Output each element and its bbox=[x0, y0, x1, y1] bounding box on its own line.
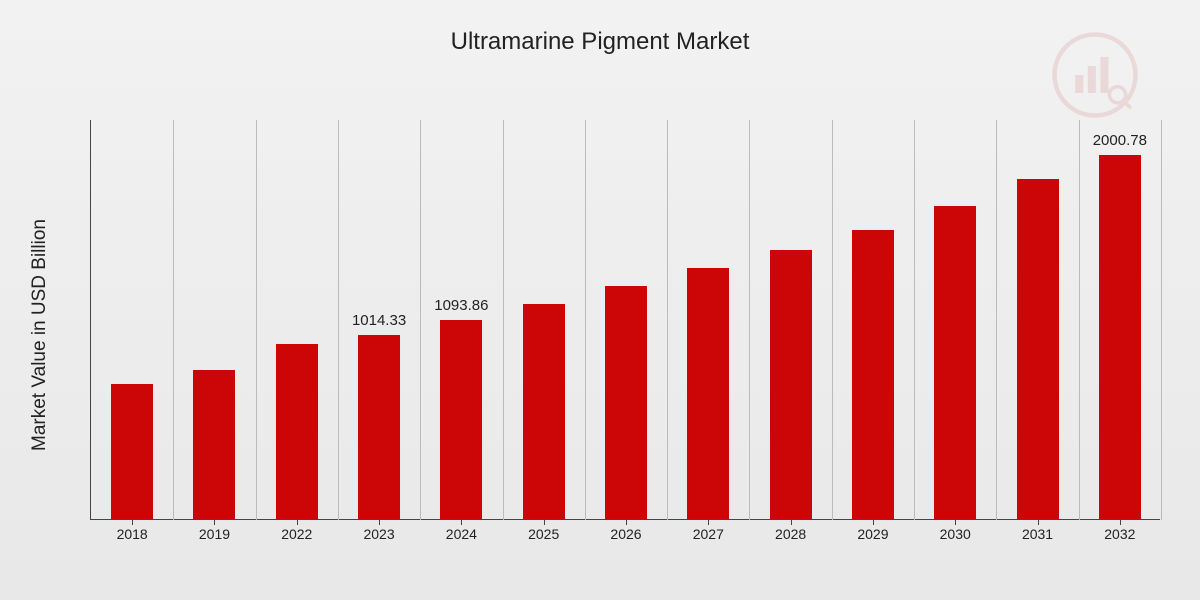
x-tick-label: 2019 bbox=[174, 526, 254, 542]
grid-line bbox=[585, 120, 586, 520]
grid-line bbox=[173, 120, 174, 520]
bar bbox=[1017, 179, 1059, 519]
x-tick-label: 2029 bbox=[833, 526, 913, 542]
bar bbox=[605, 286, 647, 519]
x-tick-mark bbox=[461, 520, 462, 525]
bar bbox=[358, 335, 400, 519]
watermark-logo bbox=[1050, 30, 1140, 120]
x-tick-mark bbox=[1038, 520, 1039, 525]
bar bbox=[687, 268, 729, 519]
chart-container: Market Value in USD Billion 201820192022… bbox=[50, 120, 1170, 550]
chart-title: Ultramarine Pigment Market bbox=[0, 0, 1200, 56]
bar bbox=[440, 320, 482, 519]
x-tick-mark bbox=[1120, 520, 1121, 525]
x-tick-label: 2024 bbox=[421, 526, 501, 542]
x-tick-mark bbox=[297, 520, 298, 525]
x-tick-mark bbox=[955, 520, 956, 525]
grid-line bbox=[503, 120, 504, 520]
x-tick-label: 2027 bbox=[668, 526, 748, 542]
x-tick-mark bbox=[873, 520, 874, 525]
grid-line bbox=[1161, 120, 1162, 520]
x-tick-mark bbox=[791, 520, 792, 525]
x-tick-label: 2018 bbox=[92, 526, 172, 542]
x-tick-mark bbox=[214, 520, 215, 525]
bar-value-label: 1014.33 bbox=[339, 312, 419, 329]
bar bbox=[111, 384, 153, 519]
x-tick-label: 2022 bbox=[257, 526, 337, 542]
x-tick-mark bbox=[544, 520, 545, 525]
bar bbox=[276, 344, 318, 519]
grid-line bbox=[996, 120, 997, 520]
x-tick-label: 2025 bbox=[504, 526, 584, 542]
grid-line bbox=[914, 120, 915, 520]
bar bbox=[193, 370, 235, 519]
bar bbox=[934, 206, 976, 519]
x-tick-mark bbox=[708, 520, 709, 525]
x-tick-mark bbox=[626, 520, 627, 525]
x-tick-label: 2028 bbox=[751, 526, 831, 542]
x-tick-mark bbox=[379, 520, 380, 525]
grid-line bbox=[667, 120, 668, 520]
grid-line bbox=[256, 120, 257, 520]
grid-line bbox=[832, 120, 833, 520]
x-tick-label: 2032 bbox=[1080, 526, 1160, 542]
x-tick-label: 2031 bbox=[998, 526, 1078, 542]
y-axis-label: Market Value in USD Billion bbox=[29, 219, 51, 451]
bar-value-label: 1093.86 bbox=[421, 297, 501, 314]
grid-line bbox=[1079, 120, 1080, 520]
x-tick-label: 2030 bbox=[915, 526, 995, 542]
bar bbox=[523, 304, 565, 519]
bar-value-label: 2000.78 bbox=[1080, 132, 1160, 149]
bar bbox=[770, 250, 812, 519]
bar bbox=[852, 230, 894, 519]
plot-area: 2018201920221014.3320231093.862024202520… bbox=[90, 120, 1160, 520]
grid-line bbox=[749, 120, 750, 520]
x-tick-label: 2026 bbox=[586, 526, 666, 542]
x-tick-mark bbox=[132, 520, 133, 525]
bar bbox=[1099, 155, 1141, 519]
grid-line bbox=[420, 120, 421, 520]
x-tick-label: 2023 bbox=[339, 526, 419, 542]
